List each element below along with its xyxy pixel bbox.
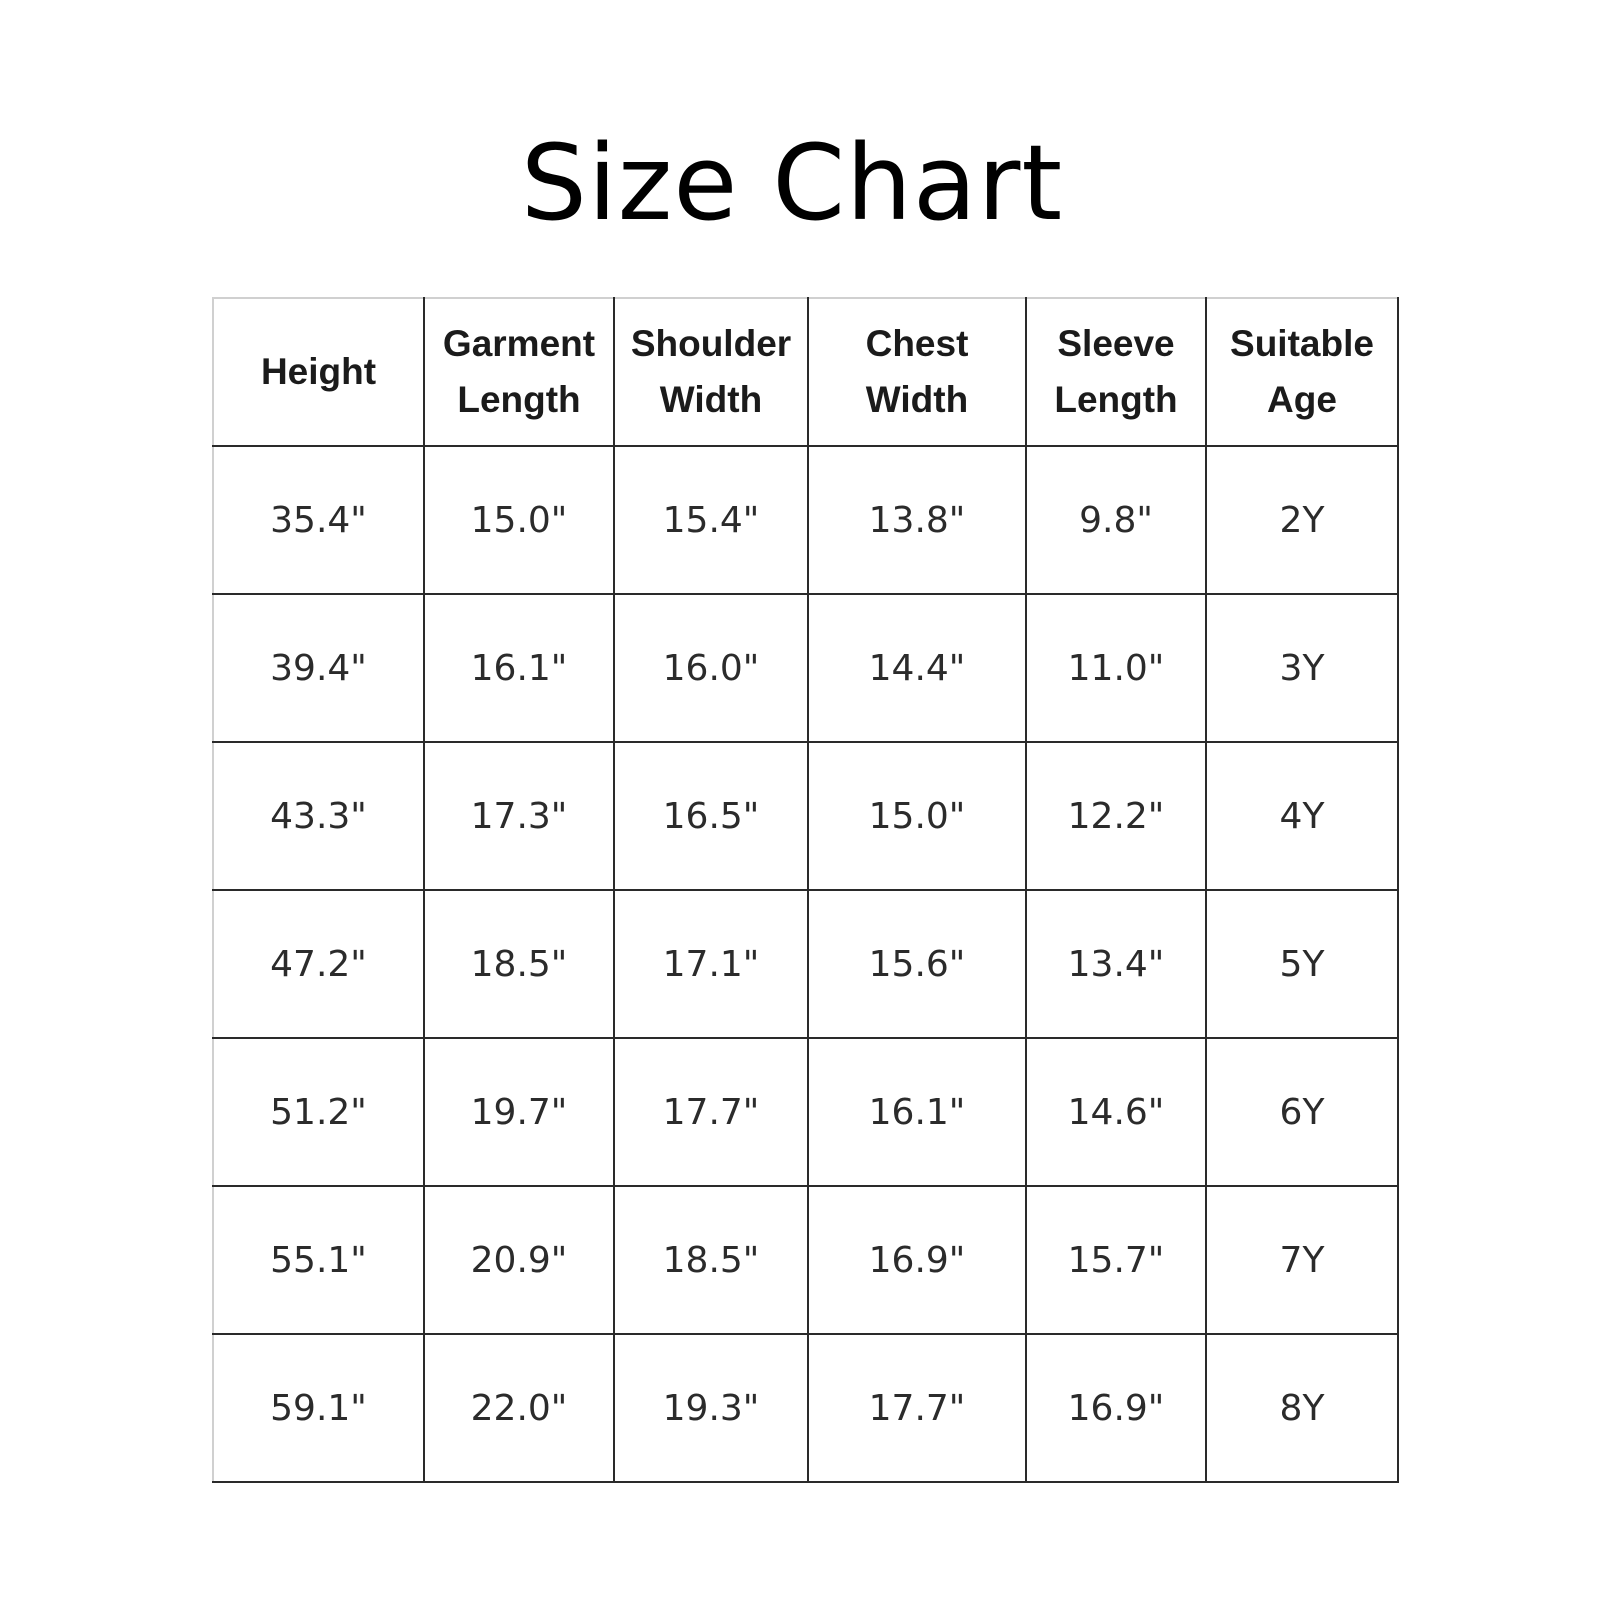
table-header-row: Height Garment Length Shoulder Width Che… bbox=[212, 297, 1399, 447]
cell-sleeve-length: 9.8" bbox=[1025, 445, 1207, 595]
cell-chest-width: 17.7" bbox=[807, 1333, 1027, 1483]
cell-height: 55.1" bbox=[212, 1185, 425, 1335]
cell-shoulder-width: 19.3" bbox=[613, 1333, 809, 1483]
header-chest-width: Chest Width bbox=[807, 297, 1027, 447]
cell-shoulder-width: 17.1" bbox=[613, 889, 809, 1039]
cell-suitable-age: 6Y bbox=[1205, 1037, 1399, 1187]
page-title: Size Chart bbox=[520, 122, 1064, 244]
cell-shoulder-width: 17.7" bbox=[613, 1037, 809, 1187]
header-label: Width bbox=[659, 379, 763, 420]
header-label: Age bbox=[1267, 379, 1337, 420]
cell-sleeve-length: 16.9" bbox=[1025, 1333, 1207, 1483]
header-suitable-age: Suitable Age bbox=[1205, 297, 1399, 447]
cell-shoulder-width: 15.4" bbox=[613, 445, 809, 595]
cell-height: 47.2" bbox=[212, 889, 425, 1039]
cell-suitable-age: 7Y bbox=[1205, 1185, 1399, 1335]
cell-suitable-age: 2Y bbox=[1205, 445, 1399, 595]
header-label: Length bbox=[457, 379, 581, 420]
cell-height: 43.3" bbox=[212, 741, 425, 891]
cell-suitable-age: 3Y bbox=[1205, 593, 1399, 743]
cell-chest-width: 14.4" bbox=[807, 593, 1027, 743]
header-height: Height bbox=[212, 297, 425, 447]
cell-height: 35.4" bbox=[212, 445, 425, 595]
table-row: 47.2" 18.5" 17.1" 15.6" 13.4" 5Y bbox=[212, 889, 1399, 1039]
cell-garment-length: 18.5" bbox=[423, 889, 615, 1039]
header-shoulder-width: Shoulder Width bbox=[613, 297, 809, 447]
header-label: Width bbox=[865, 379, 969, 420]
cell-garment-length: 22.0" bbox=[423, 1333, 615, 1483]
cell-garment-length: 15.0" bbox=[423, 445, 615, 595]
table-row: 35.4" 15.0" 15.4" 13.8" 9.8" 2Y bbox=[212, 445, 1399, 595]
size-chart-table: Height Garment Length Shoulder Width Che… bbox=[212, 297, 1399, 1483]
header-label: Suitable bbox=[1230, 323, 1374, 364]
cell-garment-length: 17.3" bbox=[423, 741, 615, 891]
table-row: 39.4" 16.1" 16.0" 14.4" 11.0" 3Y bbox=[212, 593, 1399, 743]
cell-chest-width: 16.9" bbox=[807, 1185, 1027, 1335]
cell-sleeve-length: 14.6" bbox=[1025, 1037, 1207, 1187]
table-row: 59.1" 22.0" 19.3" 17.7" 16.9" 8Y bbox=[212, 1333, 1399, 1483]
cell-height: 59.1" bbox=[212, 1333, 425, 1483]
cell-suitable-age: 5Y bbox=[1205, 889, 1399, 1039]
table-row: 55.1" 20.9" 18.5" 16.9" 15.7" 7Y bbox=[212, 1185, 1399, 1335]
cell-garment-length: 19.7" bbox=[423, 1037, 615, 1187]
header-sleeve-length: Sleeve Length bbox=[1025, 297, 1207, 447]
header-label: Shoulder bbox=[630, 323, 792, 364]
cell-garment-length: 20.9" bbox=[423, 1185, 615, 1335]
cell-chest-width: 13.8" bbox=[807, 445, 1027, 595]
header-label: Length bbox=[1054, 379, 1178, 420]
table-row: 51.2" 19.7" 17.7" 16.1" 14.6" 6Y bbox=[212, 1037, 1399, 1187]
header-label: Sleeve bbox=[1057, 323, 1175, 364]
cell-sleeve-length: 11.0" bbox=[1025, 593, 1207, 743]
cell-shoulder-width: 16.0" bbox=[613, 593, 809, 743]
header-label: Chest bbox=[865, 323, 969, 364]
cell-chest-width: 15.0" bbox=[807, 741, 1027, 891]
cell-chest-width: 15.6" bbox=[807, 889, 1027, 1039]
cell-sleeve-length: 13.4" bbox=[1025, 889, 1207, 1039]
cell-suitable-age: 4Y bbox=[1205, 741, 1399, 891]
header-label: Height bbox=[260, 351, 377, 392]
cell-shoulder-width: 16.5" bbox=[613, 741, 809, 891]
cell-sleeve-length: 15.7" bbox=[1025, 1185, 1207, 1335]
cell-height: 39.4" bbox=[212, 593, 425, 743]
cell-garment-length: 16.1" bbox=[423, 593, 615, 743]
cell-sleeve-length: 12.2" bbox=[1025, 741, 1207, 891]
cell-height: 51.2" bbox=[212, 1037, 425, 1187]
header-garment-length: Garment Length bbox=[423, 297, 615, 447]
table-row: 43.3" 17.3" 16.5" 15.0" 12.2" 4Y bbox=[212, 741, 1399, 891]
header-label: Garment bbox=[442, 323, 596, 364]
cell-shoulder-width: 18.5" bbox=[613, 1185, 809, 1335]
cell-chest-width: 16.1" bbox=[807, 1037, 1027, 1187]
cell-suitable-age: 8Y bbox=[1205, 1333, 1399, 1483]
